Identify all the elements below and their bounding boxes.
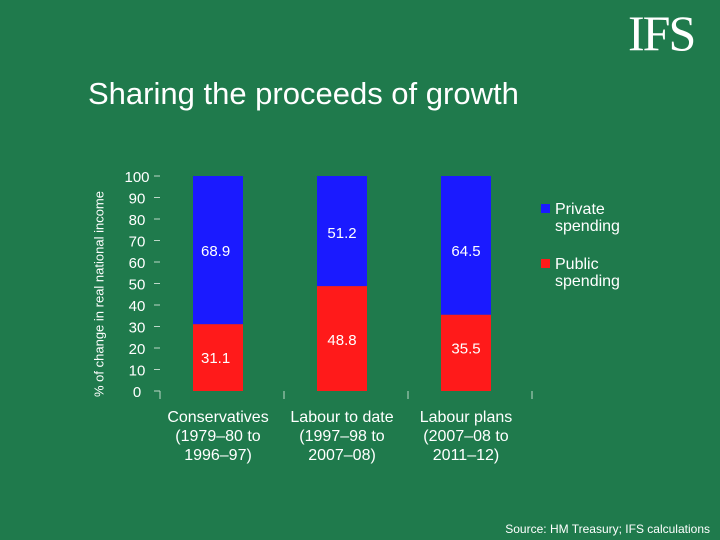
x-category-label: Labour to date <box>290 409 393 426</box>
source-note: Source: HM Treasury; IFS calculations <box>505 522 710 536</box>
y-tick-label: 80 <box>129 212 146 229</box>
legend-swatch <box>541 259 550 268</box>
y-tick-label: 70 <box>129 234 146 251</box>
legend-label: Public <box>555 256 599 273</box>
ifs-logo: IFS <box>628 5 696 61</box>
x-category-label: (1997–98 to <box>299 428 385 445</box>
legend-label: spending <box>555 273 620 290</box>
y-tick-label: 0 <box>133 384 141 401</box>
legend-label: spending <box>555 218 620 235</box>
legend-swatch <box>541 204 550 213</box>
x-category-label: 2011–12) <box>433 447 499 464</box>
data-label-public: 31.1 <box>201 350 230 367</box>
x-category-label: 1996–97) <box>184 447 252 464</box>
bar-private-spending <box>193 176 243 325</box>
data-label-private: 51.2 <box>327 225 356 242</box>
data-label-private: 68.9 <box>201 243 230 260</box>
bar-public-spending <box>441 314 491 391</box>
y-tick-label: 100 <box>124 169 149 186</box>
bar-public-spending <box>193 324 243 391</box>
y-tick-label: 50 <box>129 277 146 294</box>
bar-private-spending <box>317 176 367 287</box>
page-title: Sharing the proceeds of growth <box>88 76 519 111</box>
y-tick-label: 20 <box>129 341 146 358</box>
data-label-public: 48.8 <box>327 332 356 349</box>
x-category-label: 2007–08) <box>308 447 376 464</box>
data-label-private: 64.5 <box>451 243 480 260</box>
bar-private-spending <box>441 176 491 315</box>
y-tick-label: 60 <box>129 255 146 272</box>
x-category-label: Labour plans <box>420 409 513 426</box>
legend-label: Private <box>555 201 605 218</box>
data-label-public: 35.5 <box>451 341 480 358</box>
x-category-label: (1979–80 to <box>175 428 261 445</box>
x-category-label: (2007–08 to <box>423 428 509 445</box>
x-category-label: Conservatives <box>167 409 268 426</box>
bar-public-spending <box>317 286 367 391</box>
y-tick-label: 90 <box>129 191 146 208</box>
y-tick-label: 30 <box>129 320 146 337</box>
y-tick-label: 40 <box>129 298 146 315</box>
y-tick-label: 10 <box>129 363 146 380</box>
